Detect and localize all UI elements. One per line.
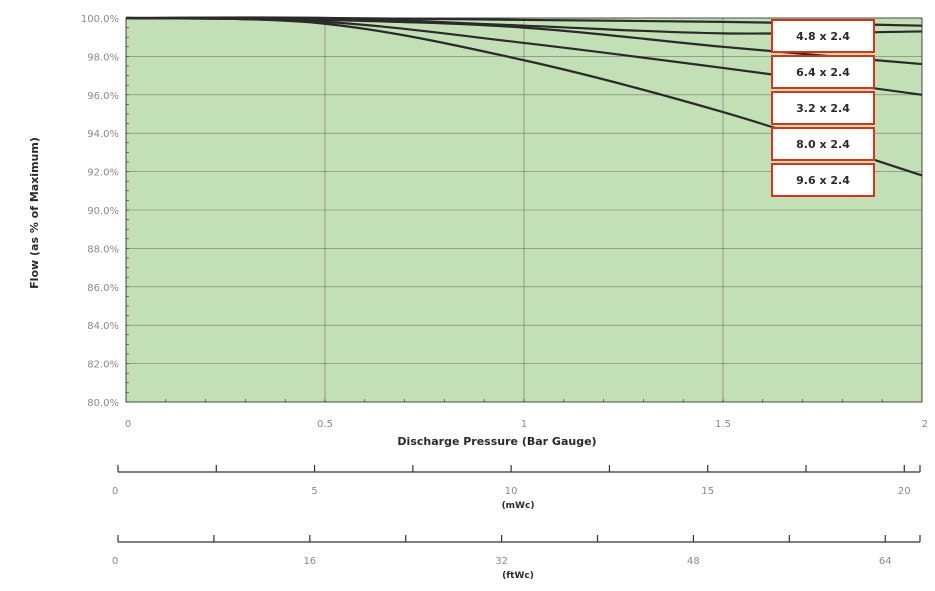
y-axis-title: Flow (as % of Maximum) xyxy=(28,137,41,289)
legend-label: 9.6 x 2.4 xyxy=(796,174,850,187)
x-tick-label: 0.5 xyxy=(317,419,333,430)
secondary-axis-tick-label: 0 xyxy=(112,556,118,567)
secondary-axis-tick-label: 5 xyxy=(311,486,317,497)
secondary-axes: 0 5 10 15 20 (mWc) 0 16 32 48 64 (ftWc) xyxy=(112,465,921,581)
y-tick-label: 98.0% xyxy=(87,52,119,63)
legend-box xyxy=(771,91,875,125)
legend: 4.8 x 2.4 6.4 x 2.4 3.2 x 2.4 8.0 x 2.4 9.6 … xyxy=(771,19,875,197)
x-tick-label: 1 xyxy=(521,419,527,430)
y-tick-label: 82.0% xyxy=(87,360,119,371)
y-tick-label: 90.0% xyxy=(87,206,119,217)
legend-box xyxy=(771,55,875,89)
secondary-axis-tick-label: 64 xyxy=(879,556,892,567)
y-tick-label: 80.0% xyxy=(87,398,119,409)
y-tick-label: 100.0% xyxy=(81,14,119,25)
y-tick-label: 86.0% xyxy=(87,283,119,294)
secondary-axis-tick-label: 20 xyxy=(898,486,911,497)
y-tick-label: 92.0% xyxy=(87,168,119,179)
legend-label: 4.8 x 2.4 xyxy=(796,30,850,43)
secondary-axis-tick-label: 0 xyxy=(112,486,118,497)
legend-label: 3.2 x 2.4 xyxy=(796,102,850,115)
y-tick-label: 88.0% xyxy=(87,244,119,255)
x-tick-label: 0 xyxy=(125,419,131,430)
secondary-axis-tick-label: 16 xyxy=(303,556,316,567)
y-tick-labels: 80.0% 82.0% 84.0% 86.0% 88.0% 90.0% 92.0% 94.0%… xyxy=(81,14,119,409)
y-tick-label: 84.0% xyxy=(87,321,119,332)
legend-label: 8.0 x 2.4 xyxy=(796,138,850,151)
x-tick-label: 2 xyxy=(922,419,928,430)
secondary-axis-unit: (ftWc) xyxy=(502,571,534,581)
secondary-axis-tick-label: 10 xyxy=(505,486,518,497)
legend-box xyxy=(771,19,875,53)
y-tick-label: 94.0% xyxy=(87,129,119,140)
y-tick-label: 96.0% xyxy=(87,91,119,102)
legend-label: 6.4 x 2.4 xyxy=(796,66,850,79)
secondary-axis-tick-label: 48 xyxy=(687,556,700,567)
legend-box xyxy=(771,163,875,197)
x-axis-title: Discharge Pressure (Bar Gauge) xyxy=(397,435,596,448)
secondary-axis-tick-label: 15 xyxy=(701,486,714,497)
x-tick-labels: 0 0.5 1 1.5 2 xyxy=(125,419,928,430)
secondary-axis-tick-label: 32 xyxy=(495,556,508,567)
secondary-axis-unit: (mWc) xyxy=(502,501,535,511)
legend-box xyxy=(771,127,875,161)
x-tick-label: 1.5 xyxy=(715,419,731,430)
